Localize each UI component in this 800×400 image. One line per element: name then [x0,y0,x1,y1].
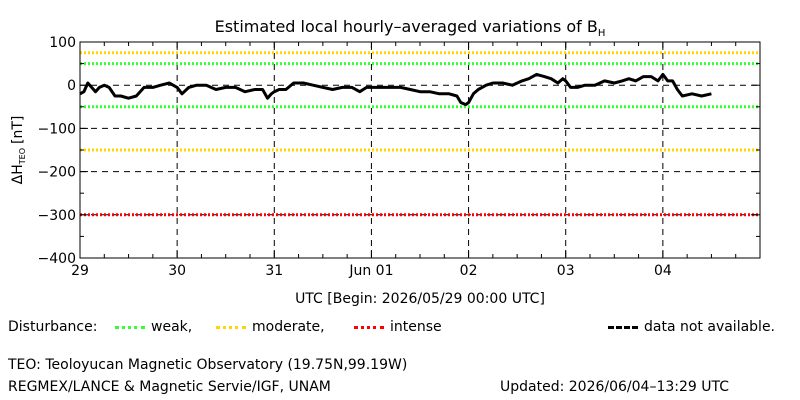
x-tick-label: 31 [265,263,283,279]
y-axis-label-subscript: TEO [18,148,27,165]
legend-title: Disturbance: [8,319,98,335]
y-tick-label: −200 [38,165,76,181]
chart-title-subscript: H [598,28,606,39]
series-line [79,72,712,107]
legend-moderate-swatch [216,325,246,329]
y-tick-label: −100 [38,121,76,137]
x-tick-label: 04 [654,263,672,279]
legend-not-available-label: data not available. [644,319,776,335]
x-tick-label: Jun 01 [348,263,393,279]
y-axis-label: ΔHTEO [nT] [10,116,27,185]
institution-info: REGMEX/LANCE & Magnetic Servie/IGF, UNAM [8,379,331,395]
legend: Disturbance: weak, moderate, intense dat… [8,319,792,339]
chart-title: Estimated local hourly–averaged variatio… [215,17,606,39]
axis-ticks [79,41,760,259]
x-tick-label: 03 [557,263,575,279]
y-axis-label-text: ΔH [10,164,26,184]
y-tick-label: 100 [49,35,76,51]
x-tick-label: 02 [460,263,478,279]
legend-intense-label: intense [390,319,442,335]
legend-intense-swatch [354,325,384,329]
updated-timestamp: Updated: 2026/06/04–13:29 UTC [500,379,729,395]
y-tick-label: 0 [67,78,76,94]
legend-weak-label: weak, [151,319,193,335]
y-axis-label-unit: [nT] [10,116,26,144]
x-axis-label: UTC [Begin: 2026/05/29 00:00 UTC] [295,291,545,307]
series-layer [79,72,712,107]
y-tick-label: −300 [38,208,76,224]
legend-not-available: data not available. [608,319,775,335]
disturbance-reference-lines [80,51,760,217]
y-tick-label: −400 [38,251,76,267]
legend-moderate-label: moderate, [252,319,325,335]
observatory-info: TEO: Teoloyucan Magnetic Observatory (19… [8,357,408,373]
legend-intense: intense [354,319,442,335]
legend-moderate: moderate, [216,319,325,335]
legend-not-available-swatch [608,325,638,329]
x-tick-label: 30 [168,263,186,279]
legend-weak-swatch [115,325,145,329]
chart-title-text: Estimated local hourly–averaged variatio… [215,17,598,36]
legend-weak: weak, [115,319,192,335]
x-tick-label: 29 [71,263,89,279]
